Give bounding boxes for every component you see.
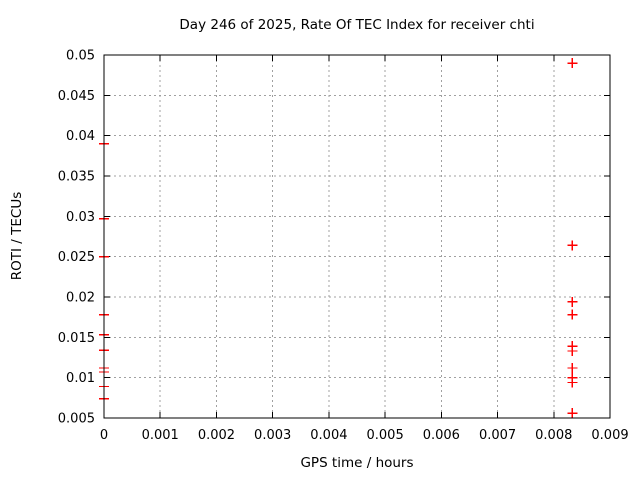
x-tick-label: 0 <box>100 428 108 443</box>
x-tick-label: 0.003 <box>254 428 291 443</box>
y-tick-label: 0.05 <box>66 49 95 64</box>
x-tick-label: 0.001 <box>142 428 179 443</box>
y-tick-label: 0.045 <box>58 89 95 104</box>
x-tick-label: 0.009 <box>591 428 628 443</box>
x-tick-label: 0.005 <box>367 428 404 443</box>
x-tick-label: 0.008 <box>535 428 572 443</box>
x-tick-label: 0.002 <box>198 428 235 443</box>
y-tick-label: 0.03 <box>66 210 95 225</box>
y-tick-label: 0.015 <box>58 331 95 346</box>
x-tick-label: 0.007 <box>479 428 516 443</box>
y-tick-label: 0.02 <box>66 291 95 306</box>
y-tick-label: 0.04 <box>66 129 95 144</box>
y-tick-label: 0.035 <box>58 170 95 185</box>
x-tick-label: 0.006 <box>423 428 460 443</box>
y-tick-label: 0.025 <box>58 250 95 265</box>
y-tick-label: 0.01 <box>66 371 95 386</box>
y-tick-label: 0.005 <box>58 412 95 427</box>
x-axis-label: GPS time / hours <box>300 455 414 471</box>
x-tick-label: 0.004 <box>310 428 347 443</box>
plot-border <box>103 54 611 419</box>
chart-title: Day 246 of 2025, Rate Of TEC Index for r… <box>179 17 535 33</box>
